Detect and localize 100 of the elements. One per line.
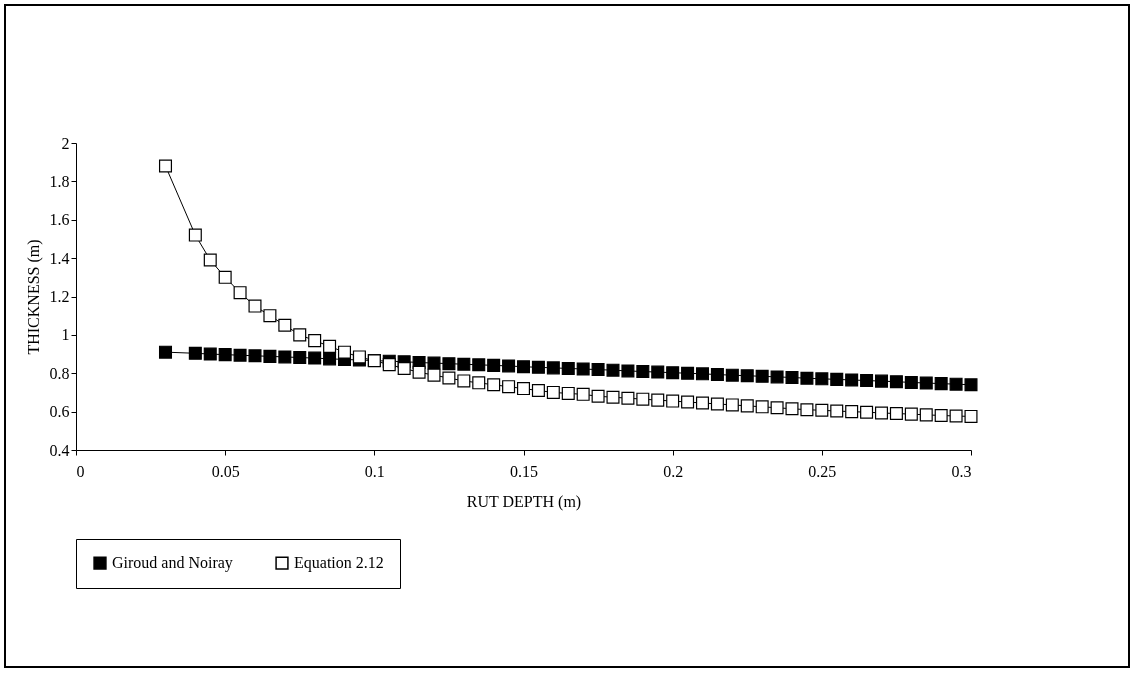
point (770, 401, 784, 415)
point (472, 358, 486, 372)
point (263, 309, 277, 323)
point (561, 386, 575, 400)
point (442, 371, 456, 385)
point (800, 403, 814, 417)
point (860, 374, 874, 388)
legend-label: Equation 2.12 (294, 554, 384, 573)
point (874, 406, 889, 420)
point (397, 361, 411, 375)
y-tick-label: 0.8 (49, 364, 70, 382)
y-tick-label: 1.4 (49, 249, 70, 267)
point (874, 374, 889, 388)
y-tick-label: 0.4 (49, 441, 70, 459)
point (263, 349, 277, 363)
y-tick-label: 1.6 (49, 211, 70, 229)
y-tick-label: 1 (61, 326, 70, 344)
point (606, 390, 620, 404)
point (800, 371, 814, 385)
point (278, 318, 292, 332)
point (740, 399, 754, 413)
point (591, 363, 605, 377)
point (830, 372, 844, 386)
point (785, 370, 799, 384)
point (621, 364, 635, 378)
point (695, 367, 710, 381)
point (502, 380, 516, 394)
point (323, 352, 337, 366)
point (158, 345, 173, 359)
x-tick-label: 0.2 (663, 462, 684, 480)
point (830, 404, 844, 418)
point (576, 387, 590, 401)
point (218, 270, 232, 284)
point (203, 347, 217, 361)
legend-label: Giroud and Noiray (112, 554, 233, 573)
point (815, 372, 829, 386)
point (606, 363, 620, 377)
point (845, 373, 859, 387)
point (323, 339, 337, 353)
x-tick-label: 0.05 (211, 462, 240, 480)
point (755, 369, 769, 383)
x-tick-label: 0.3 (951, 462, 972, 480)
point (457, 374, 471, 388)
point (188, 228, 202, 242)
point (531, 384, 545, 398)
point (472, 376, 486, 390)
point (308, 351, 322, 365)
point (785, 402, 799, 416)
point (934, 408, 948, 422)
point (710, 368, 724, 382)
point (949, 409, 963, 423)
point (740, 369, 754, 383)
point (666, 394, 680, 408)
point (860, 405, 874, 419)
point (561, 361, 575, 375)
point (516, 360, 531, 374)
point (293, 351, 307, 365)
point (770, 370, 784, 384)
point (158, 159, 173, 173)
point (636, 392, 650, 406)
y-tick-label: 0.6 (49, 403, 70, 421)
point (889, 407, 903, 421)
point (218, 348, 232, 362)
point (949, 377, 963, 391)
point (233, 286, 247, 300)
point (337, 345, 352, 359)
point (904, 407, 918, 421)
point (576, 362, 590, 376)
point (487, 358, 501, 372)
x-tick-label: 0 (76, 462, 85, 480)
point (546, 385, 560, 399)
point (919, 408, 933, 422)
point (487, 378, 501, 392)
point (710, 397, 724, 411)
point (248, 299, 262, 313)
point (412, 365, 426, 379)
point (308, 334, 322, 348)
point (666, 366, 680, 380)
point (681, 366, 695, 380)
point (695, 396, 710, 410)
y-tick-label: 1.2 (49, 288, 70, 305)
x-axis-title: RUT DEPTH (m) (466, 492, 582, 511)
point (919, 376, 933, 390)
point (457, 357, 471, 371)
x-tick-label: 0.25 (808, 462, 837, 480)
point (203, 253, 217, 267)
y-axis-title: THICKNESS (m) (24, 239, 43, 355)
point (442, 357, 456, 371)
point (516, 382, 531, 396)
point (502, 359, 516, 373)
point (681, 395, 695, 409)
point (293, 328, 307, 342)
point (427, 368, 441, 382)
point (934, 377, 948, 391)
point (815, 403, 829, 417)
point (278, 350, 292, 364)
point (382, 358, 396, 372)
point (531, 360, 545, 374)
point (546, 361, 560, 375)
point (755, 400, 769, 414)
